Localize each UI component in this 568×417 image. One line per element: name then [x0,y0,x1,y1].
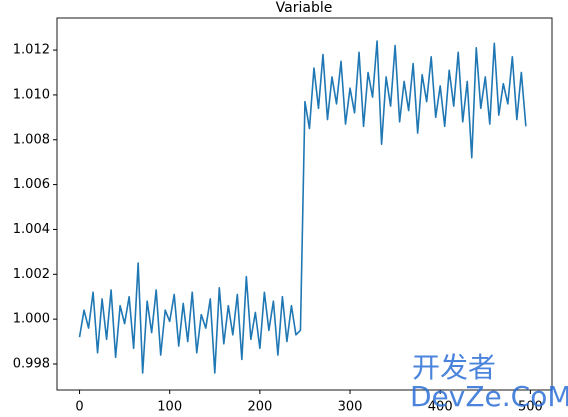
x-tick-label: 200 [247,400,272,415]
y-tick-label: 0.998 [13,356,50,371]
y-tick-label: 1.000 [13,312,50,327]
watermark: DevZe.CoM [410,380,568,413]
y-tick-label: 1.004 [13,222,50,237]
line [78,40,527,374]
x-tick-label: 400 [428,400,453,415]
y-tick-label: 1.006 [13,177,50,192]
y-tick-label: 1.002 [13,267,50,282]
y-tick-label: 1.010 [13,87,50,102]
y-tick-label: 1.012 [13,43,50,58]
x-tick-label: 0 [75,400,83,415]
x-tick-label: 500 [518,400,543,415]
watermark: 开发者 [412,351,496,384]
x-tick-label: 100 [157,400,182,415]
y-tick-label: 1.008 [13,132,50,147]
chart-title: Variable [276,0,333,16]
x-tick-label: 300 [338,400,363,415]
plot-frame [56,17,553,391]
